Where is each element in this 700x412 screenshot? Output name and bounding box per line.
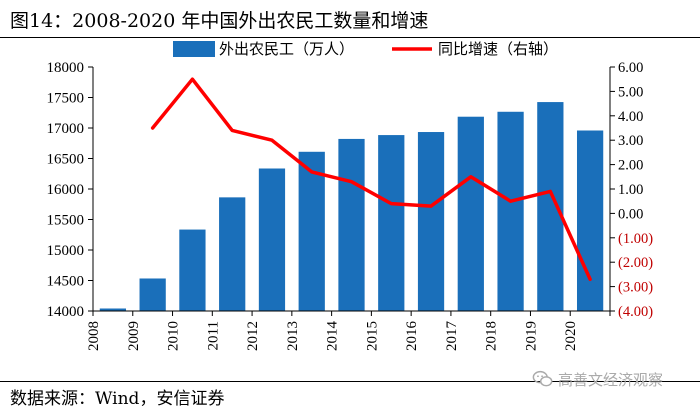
y-right-tick-label: 1.00 [618, 182, 643, 198]
bar-2010 [179, 229, 206, 311]
title-divider [0, 37, 700, 38]
chart-title: 图14：2008-2020 年中国外出农民工数量和增速 [10, 10, 429, 32]
y-left-tick-label: 16000 [47, 182, 85, 198]
watermark: 高善文经济观察 [532, 368, 663, 390]
x-tick-label: 2008 [86, 321, 102, 351]
growth-line [150, 77, 592, 282]
bar-2013 [298, 151, 325, 311]
bar-2014 [338, 138, 365, 311]
y-right-tick-label: (2.00) [618, 255, 653, 271]
bar-2018 [497, 111, 524, 311]
legend-bar-swatch [173, 41, 215, 57]
wechat-icon [532, 370, 553, 387]
bar-2012 [258, 168, 286, 311]
bar-2019 [537, 102, 564, 311]
bar-2011 [219, 197, 246, 311]
x-tick-label: 2017 [444, 321, 460, 352]
y-right-tick-label: 6.00 [618, 60, 643, 76]
y-left-tick-label: 15000 [47, 243, 85, 259]
bar-2008 [99, 308, 127, 311]
x-tick-label: 2011 [205, 321, 221, 350]
y-right-tick-label: 3.00 [618, 133, 643, 149]
x-tick-label: 2013 [285, 321, 301, 351]
y-right-tick-label: 0.00 [618, 206, 643, 222]
y-left-tick-label: 18000 [47, 60, 85, 76]
x-tick-label: 2009 [126, 321, 142, 351]
y-right-tick-label: (3.00) [618, 280, 653, 296]
x-tick-label: 2015 [364, 321, 380, 351]
y-left-tick-label: 16500 [47, 152, 85, 168]
y-right-tick-label: (4.00) [618, 304, 653, 320]
x-tick-label: 2018 [484, 321, 500, 351]
x-tick-label: 2019 [523, 321, 539, 351]
y-left-tick-label: 15500 [47, 213, 85, 229]
x-tick-label: 2020 [563, 321, 579, 351]
y-left-tick-label: 14500 [47, 274, 85, 290]
source-note: 数据来源：Wind，安信证券 [10, 389, 225, 409]
y-left-tick-label: 17000 [47, 121, 85, 137]
y-left-tick-label: 14000 [47, 304, 85, 320]
x-tick-label: 2010 [166, 321, 182, 351]
x-tick-label: 2012 [245, 321, 261, 351]
chart-canvas: 14000 14500 15000 15500 16000 16500 17000 17500… [47, 41, 653, 352]
bar-2009 [139, 278, 166, 311]
y-right-tick-label: (1.00) [618, 231, 653, 247]
x-tick-label: 2014 [325, 321, 341, 352]
y-right-tick-label: 5.00 [618, 84, 643, 100]
y-right-tick-label: 2.00 [618, 158, 643, 174]
bar-2016 [417, 132, 445, 311]
legend-bar-label: 外出农民工（万人） [219, 41, 354, 58]
legend-line-label: 同比增速（右轴） [438, 41, 558, 58]
x-tick-label: 2016 [404, 321, 420, 352]
bar-2017 [457, 116, 484, 311]
bar-2015 [378, 135, 405, 311]
y-left-tick-label: 17500 [47, 91, 85, 107]
watermark-text: 高善文经济观察 [558, 370, 664, 389]
y-right-tick-label: 4.00 [618, 109, 643, 125]
source-divider [0, 381, 700, 382]
bar-2020 [576, 130, 604, 311]
